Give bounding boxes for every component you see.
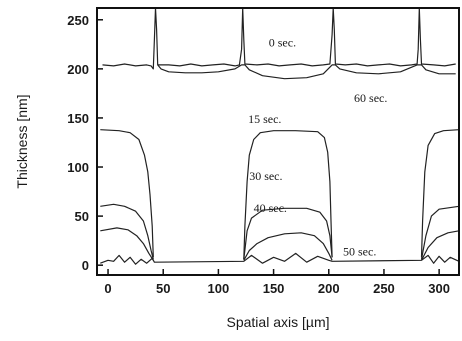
x-axis-label: Spatial axis [µm] xyxy=(227,314,330,330)
annotation-label-4: 40 sec. xyxy=(254,201,287,215)
y-tick-label-3: 150 xyxy=(67,111,89,126)
y-tick-label-2: 100 xyxy=(67,160,89,175)
x-tick-label-3: 150 xyxy=(263,281,285,296)
series-line-2 xyxy=(100,129,154,258)
annotation-label-1: 60 sec. xyxy=(354,91,387,105)
x-tick-label-4: 200 xyxy=(318,281,340,296)
x-tick-label-2: 100 xyxy=(208,281,230,296)
series-line-8 xyxy=(100,227,154,261)
annotation-label-5: 50 sec. xyxy=(343,244,376,258)
series-line-1 xyxy=(157,64,456,80)
series-line-6 xyxy=(243,207,333,260)
annotation-label-0: 0 sec. xyxy=(269,35,296,49)
y-tick-label-1: 50 xyxy=(75,209,89,224)
annotation-label-2: 15 sec. xyxy=(248,112,281,126)
plot-area xyxy=(100,7,460,265)
series-line-3 xyxy=(243,130,333,260)
series-line-9 xyxy=(243,232,333,261)
annotations: 0 sec. 60 sec. 15 sec. 30 sec. 40 sec. 50 sec… xyxy=(248,35,387,258)
y-tick-label-5: 250 xyxy=(67,13,89,28)
series-line-4 xyxy=(420,129,460,258)
x-tick-label-5: 250 xyxy=(373,281,395,296)
y-axis-label: Thickness [nm] xyxy=(14,94,30,188)
annotation-label-3: 30 sec. xyxy=(249,169,282,183)
axis-ticks: 0 50 100 150 200 250 300 0 50 100 150 200 250 xyxy=(67,13,450,296)
series-line-11 xyxy=(100,252,460,265)
y-tick-label-4: 200 xyxy=(67,62,89,77)
series-line-10 xyxy=(420,230,460,261)
plot-frame xyxy=(96,7,460,276)
series-line-7 xyxy=(420,205,460,260)
x-tick-label-6: 300 xyxy=(428,281,450,296)
x-tick-label-0: 0 xyxy=(104,281,111,296)
series-line-5 xyxy=(100,203,154,260)
y-tick-label-0: 0 xyxy=(82,258,89,273)
x-tick-label-1: 50 xyxy=(156,281,170,296)
series-line-0 xyxy=(102,7,456,70)
